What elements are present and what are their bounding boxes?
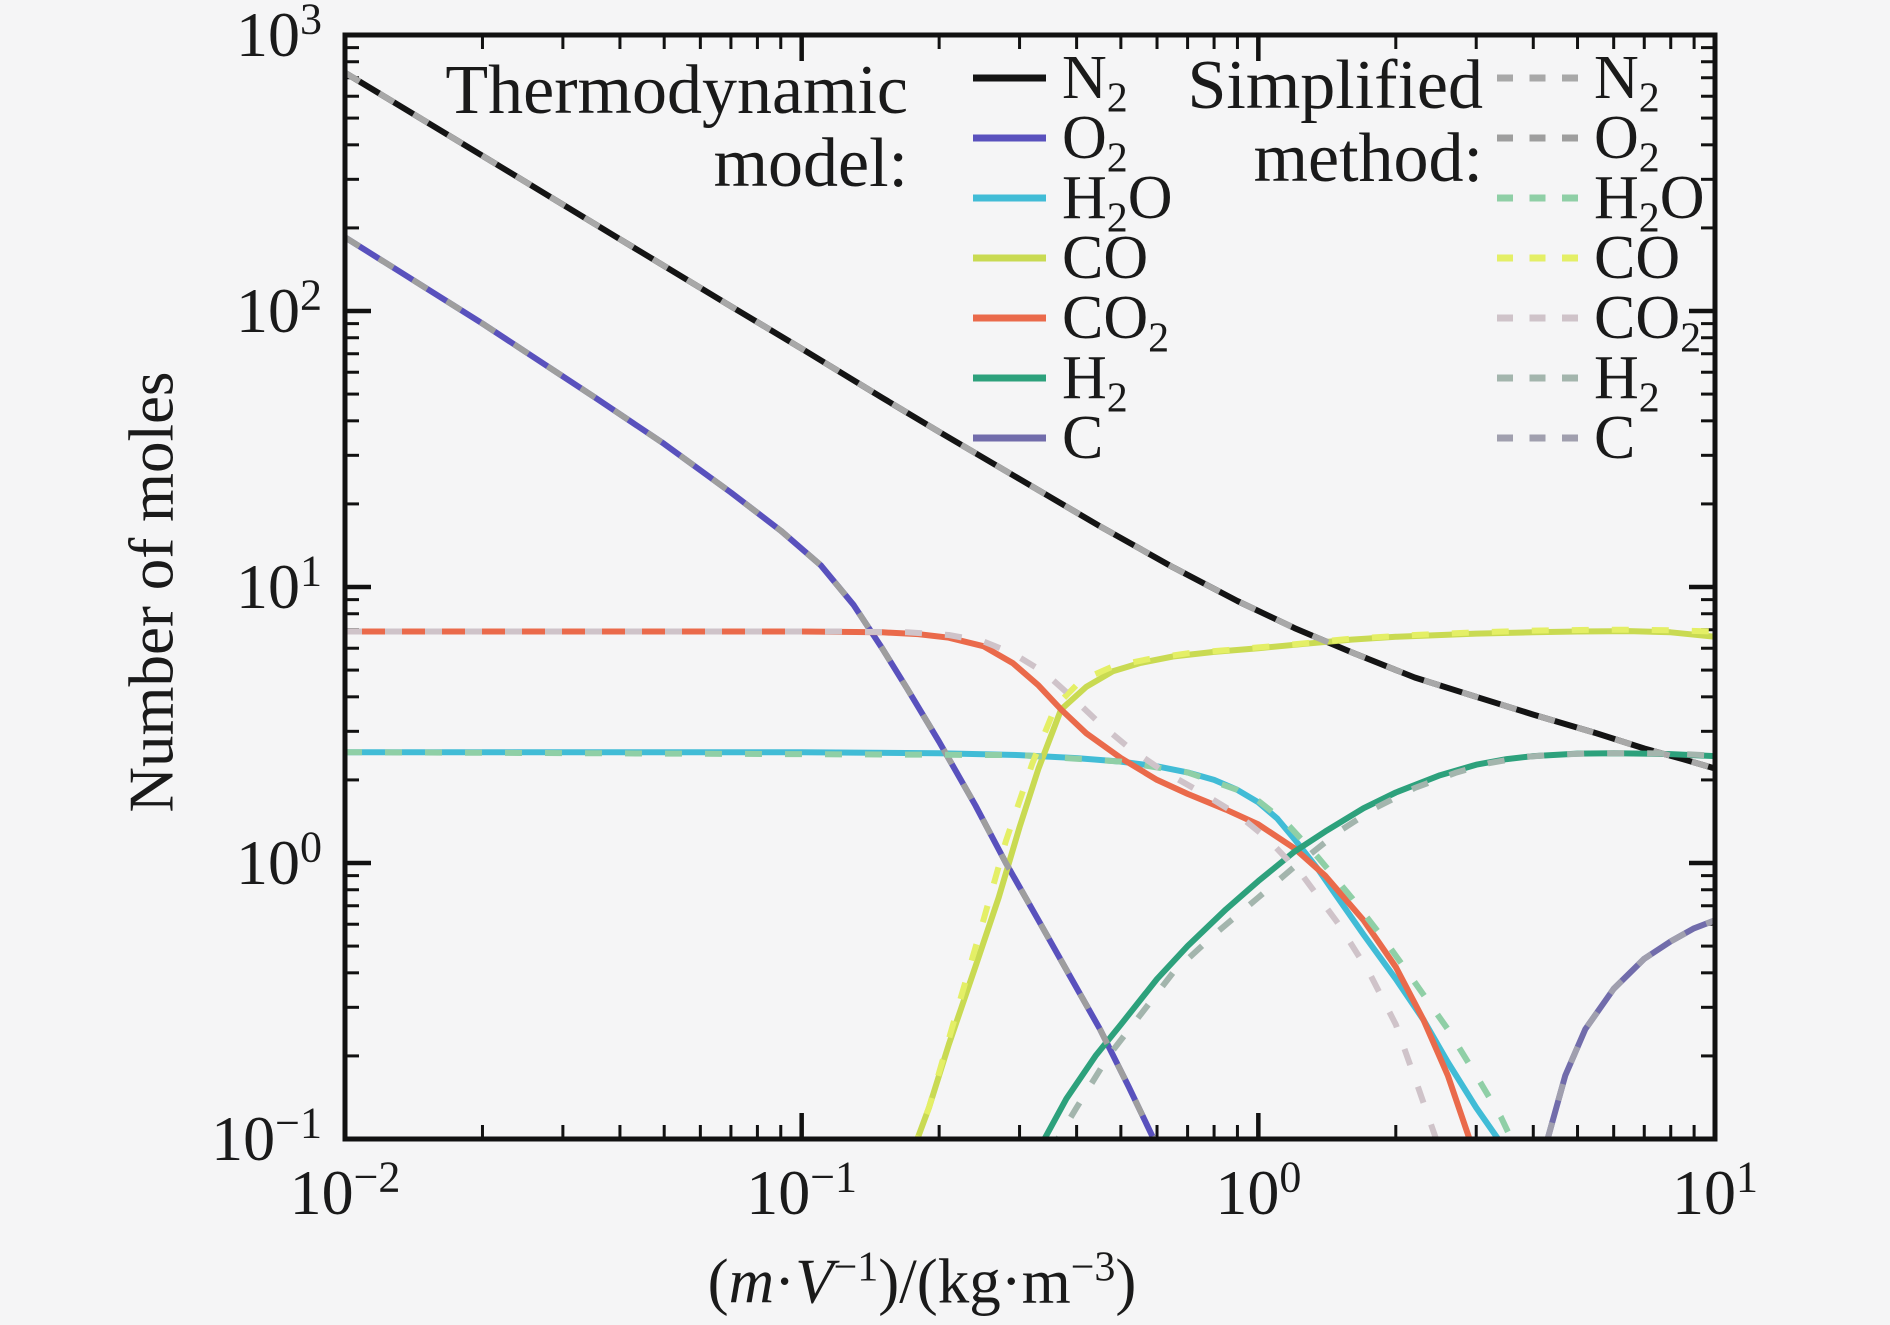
y-tick-label: 10−1 bbox=[211, 1098, 322, 1174]
legend-label-N2-simplified: N2 bbox=[1594, 44, 1660, 122]
legend-label-subscript: 2 bbox=[1638, 195, 1660, 242]
legend-label-subscript: 2 bbox=[1106, 195, 1128, 242]
x-tick-label: 100 bbox=[1215, 1152, 1302, 1228]
x-axis-title-part: −1 bbox=[833, 1244, 879, 1291]
legend-left-title-line2: model: bbox=[713, 125, 908, 202]
legend-label-C-model: C bbox=[1062, 404, 1104, 472]
legend-label-N2-model: N2 bbox=[1062, 44, 1128, 122]
curve-C-model bbox=[1544, 917, 1715, 1139]
legend-label-subscript: 2 bbox=[1106, 375, 1128, 422]
tick-exponent: 1 bbox=[1736, 1152, 1758, 1202]
plot-frame bbox=[342, 32, 1718, 1142]
legend-label-CO-simplified: CO bbox=[1594, 224, 1681, 292]
tick-exponent: −2 bbox=[353, 1152, 401, 1202]
x-axis-title-part: )/(kg·m bbox=[878, 1246, 1071, 1317]
tick-exponent: 0 bbox=[300, 822, 322, 872]
curve-CO2-simplified bbox=[345, 628, 1440, 1139]
legend-label-C-simplified: C bbox=[1594, 404, 1636, 472]
curve-H2O-model bbox=[345, 749, 1502, 1139]
x-tick-label: 10−1 bbox=[746, 1152, 858, 1228]
curve-H2-simplified bbox=[1054, 750, 1715, 1139]
x-tick-label: 10−2 bbox=[289, 1152, 401, 1228]
x-axis-title-part: ( bbox=[707, 1246, 729, 1317]
legend-label-subscript: 2 bbox=[1638, 135, 1660, 182]
legend-label-CO2-model: CO2 bbox=[1062, 284, 1170, 362]
legend-left-title-line1: Thermodynamic bbox=[445, 52, 908, 129]
legend-left-title: Thermodynamic model: bbox=[445, 54, 908, 200]
legend-label-subscript: 2 bbox=[1638, 75, 1660, 122]
curve-CO-model bbox=[914, 628, 1715, 1139]
x-tick-label: 101 bbox=[1672, 1152, 1758, 1228]
legend-label-subscript: 2 bbox=[1148, 315, 1170, 362]
curve-O2-simplified bbox=[345, 234, 1157, 1139]
legend-label-subscript: 2 bbox=[1106, 75, 1128, 122]
tick-exponent: −1 bbox=[810, 1152, 858, 1202]
x-axis-title-part: · bbox=[774, 1246, 796, 1317]
legend-label-H2O-model: H2O bbox=[1062, 164, 1173, 242]
legend-right-title: Simplified method: bbox=[1187, 49, 1483, 195]
legend-label-subscript: 2 bbox=[1638, 375, 1660, 422]
y-axis-title: Number of moles bbox=[116, 371, 187, 813]
curve-N2-simplified bbox=[345, 70, 1715, 772]
tick-exponent: 2 bbox=[300, 270, 322, 320]
legend-swatches-simplified bbox=[1497, 74, 1578, 442]
tick-exponent: 3 bbox=[300, 0, 322, 44]
y-tick-label: 100 bbox=[236, 822, 322, 898]
curve-H2O-simplified bbox=[345, 749, 1515, 1139]
y-tick-label: 103 bbox=[236, 0, 322, 67]
tick-exponent: 1 bbox=[300, 546, 322, 596]
legend-label-subscript: 2 bbox=[1680, 315, 1702, 362]
legend-label-H2-model: H2 bbox=[1062, 344, 1128, 422]
curve-C-simplified bbox=[1544, 917, 1715, 1139]
legend-label-O2-model: O2 bbox=[1062, 104, 1128, 182]
legend-label-O2-simplified: O2 bbox=[1594, 104, 1660, 182]
x-axis-title-part: m bbox=[728, 1246, 775, 1317]
legend-right-title-line2: method: bbox=[1253, 120, 1483, 197]
x-axis-title-part: −3 bbox=[1070, 1244, 1116, 1291]
x-axis-title-part: ) bbox=[1115, 1246, 1137, 1317]
x-axis-title: (m·V−1)/(kg·m−3) bbox=[708, 1247, 1137, 1314]
legend-swatches-model bbox=[973, 74, 1046, 442]
curve-CO2-model bbox=[345, 628, 1473, 1139]
y-tick-label: 101 bbox=[236, 546, 322, 622]
legend-label-H2-simplified: H2 bbox=[1594, 344, 1660, 422]
tick-exponent: −1 bbox=[275, 1098, 322, 1148]
legend-label-CO-model: CO bbox=[1062, 224, 1149, 292]
tick-exponent: 0 bbox=[1279, 1152, 1302, 1202]
curve-CO-simplified bbox=[914, 626, 1715, 1139]
legend-label-subscript: 2 bbox=[1106, 135, 1128, 182]
y-tick-label: 102 bbox=[236, 270, 322, 346]
legend-label-CO2-simplified: CO2 bbox=[1594, 284, 1702, 362]
legend-label-H2O-simplified: H2O bbox=[1594, 164, 1705, 242]
legend-right-title-line1: Simplified bbox=[1187, 47, 1483, 124]
curves bbox=[345, 69, 1715, 1139]
x-axis-title-part: V bbox=[795, 1246, 834, 1317]
